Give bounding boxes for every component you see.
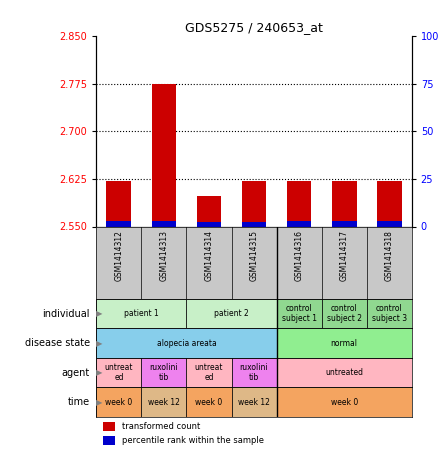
Text: week 0: week 0 xyxy=(105,398,133,406)
Text: percentile rank within the sample: percentile rank within the sample xyxy=(122,436,264,445)
Bar xyxy=(197,196,221,226)
Bar xyxy=(367,299,412,328)
Text: GSM1414315: GSM1414315 xyxy=(250,230,258,281)
Bar xyxy=(96,387,141,417)
Bar xyxy=(96,328,276,358)
Bar xyxy=(96,358,141,387)
Text: untreat
ed: untreat ed xyxy=(195,363,223,382)
Text: control
subject 3: control subject 3 xyxy=(371,304,407,323)
Bar xyxy=(242,222,266,226)
Bar xyxy=(287,222,311,226)
Text: GSM1414314: GSM1414314 xyxy=(205,230,213,281)
Text: control
subject 1: control subject 1 xyxy=(282,304,317,323)
Text: GSM1414318: GSM1414318 xyxy=(385,230,394,281)
Bar xyxy=(96,299,187,328)
Text: ▶: ▶ xyxy=(96,398,103,406)
Text: GSM1414313: GSM1414313 xyxy=(159,230,169,281)
Text: ▶: ▶ xyxy=(96,368,103,377)
Bar xyxy=(276,387,412,417)
Text: GSM1414312: GSM1414312 xyxy=(114,230,124,281)
Bar xyxy=(377,222,402,226)
Bar xyxy=(287,181,311,226)
Bar xyxy=(276,328,412,358)
Text: disease state: disease state xyxy=(25,338,90,348)
Text: untreated: untreated xyxy=(325,368,363,377)
Bar xyxy=(332,222,357,226)
Text: week 12: week 12 xyxy=(238,398,270,406)
Title: GDS5275 / 240653_at: GDS5275 / 240653_at xyxy=(185,21,323,34)
Bar xyxy=(321,299,367,328)
Text: agent: agent xyxy=(62,367,90,378)
Bar xyxy=(141,387,187,417)
Text: normal: normal xyxy=(331,339,358,347)
Bar xyxy=(332,181,357,226)
Bar xyxy=(102,436,115,445)
Text: ruxolini
tib: ruxolini tib xyxy=(150,363,178,382)
Bar xyxy=(377,181,402,226)
Bar xyxy=(187,299,276,328)
Bar xyxy=(102,421,115,431)
Text: individual: individual xyxy=(42,308,90,319)
Text: untreat
ed: untreat ed xyxy=(105,363,133,382)
Bar xyxy=(232,387,276,417)
Bar xyxy=(276,358,412,387)
Bar xyxy=(232,358,276,387)
Text: GSM1414316: GSM1414316 xyxy=(295,230,304,281)
Bar xyxy=(276,299,321,328)
Text: ▶: ▶ xyxy=(96,339,103,347)
Text: week 12: week 12 xyxy=(148,398,180,406)
Text: week 0: week 0 xyxy=(195,398,223,406)
Text: GSM1414317: GSM1414317 xyxy=(339,230,349,281)
Bar xyxy=(106,222,131,226)
Bar xyxy=(152,222,177,226)
Text: ruxolini
tib: ruxolini tib xyxy=(240,363,268,382)
Text: patient 1: patient 1 xyxy=(124,309,159,318)
Bar xyxy=(187,358,232,387)
Text: patient 2: patient 2 xyxy=(214,309,249,318)
Text: alopecia areata: alopecia areata xyxy=(157,339,216,347)
Bar xyxy=(106,181,131,226)
Bar xyxy=(152,84,177,226)
Text: ▶: ▶ xyxy=(96,309,103,318)
Bar xyxy=(187,387,232,417)
Bar xyxy=(141,358,187,387)
Text: control
subject 2: control subject 2 xyxy=(327,304,362,323)
Text: week 0: week 0 xyxy=(331,398,358,406)
Text: transformed count: transformed count xyxy=(122,422,200,431)
Bar xyxy=(242,181,266,226)
Bar xyxy=(197,222,221,226)
Text: time: time xyxy=(67,397,90,407)
